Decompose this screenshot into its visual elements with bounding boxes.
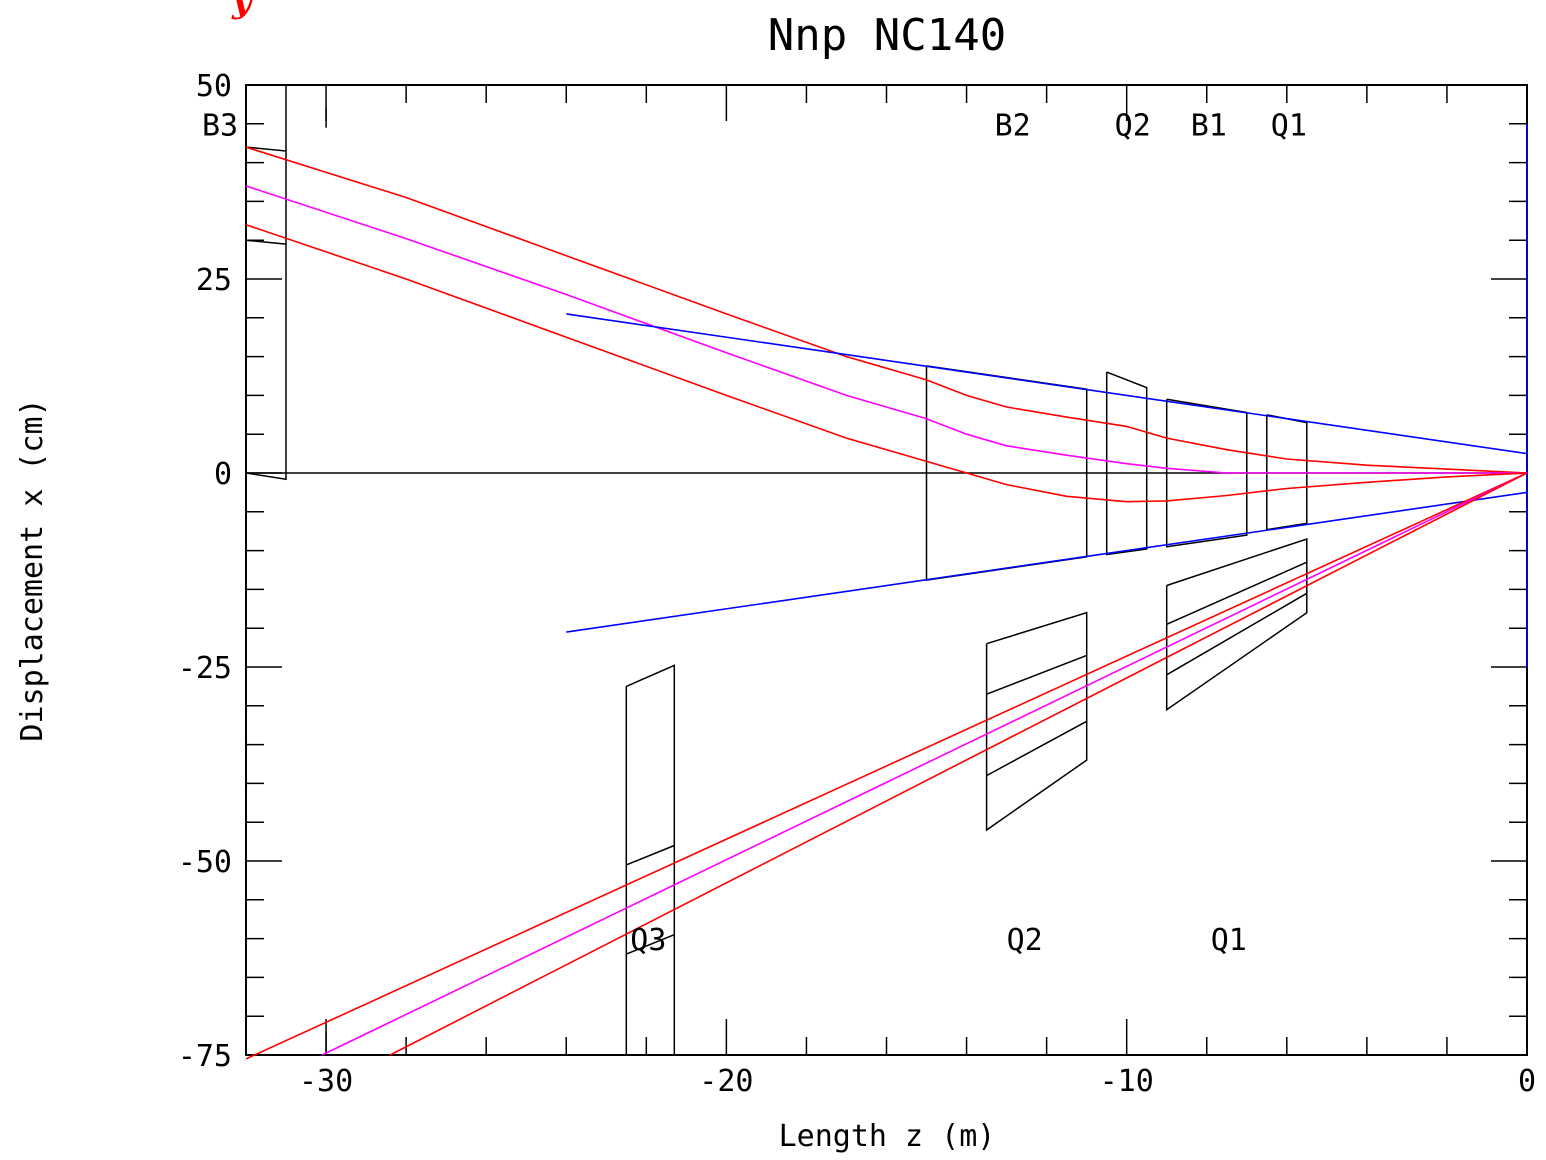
element-label: Q3: [630, 923, 666, 958]
element-label: Q2: [1115, 108, 1151, 143]
x-tick-label: -10: [1100, 1064, 1154, 1099]
element-outline: [1166, 592, 1308, 676]
x-tick-label: -30: [299, 1064, 353, 1099]
element-outline: [1105, 371, 1148, 556]
element-label: B2: [995, 108, 1031, 143]
element-outline: [245, 239, 287, 245]
y-tick-label: -75: [178, 1039, 232, 1074]
element-outline: [626, 934, 675, 955]
element-outline: [1166, 561, 1308, 625]
y-tick-label: 0: [214, 457, 232, 492]
element-outline: [625, 664, 676, 1056]
y-tick-label: -25: [178, 651, 232, 686]
element-outline: [626, 844, 675, 866]
ray-series-line: [566, 491, 1528, 633]
element-label: Q1: [1271, 108, 1307, 143]
ray-series-line: [566, 313, 1528, 455]
element-outline: [1165, 537, 1308, 712]
y-axis-label: Displacement x (cm): [15, 398, 50, 741]
element-outline: [1165, 398, 1248, 548]
element-label: B3: [202, 108, 238, 143]
x-tick-label: 0: [1518, 1064, 1536, 1099]
element-label: Q2: [1007, 923, 1043, 958]
chart-title: Nnp NC140: [768, 10, 1006, 61]
y-tick-label: 50: [196, 69, 232, 104]
x-tick-label: -20: [699, 1064, 753, 1099]
y-tick-label: -50: [178, 845, 232, 880]
element-outline: [986, 720, 1088, 777]
plot-area: -30 -20 -10 0 50 25 0 -25 -50 -75 B3 B2 Q2 B1 Q1 Q3 Q2 Q1: [178, 69, 1536, 1099]
element-outline: [1266, 414, 1308, 531]
ray-series-line: [321, 472, 1528, 1056]
ray-series-line: [245, 472, 1528, 1060]
element-label: Q1: [1211, 923, 1247, 958]
ray-series-line: [245, 223, 1528, 503]
ray-series-line: [245, 185, 1527, 474]
element-label: B1: [1191, 108, 1227, 143]
x-axis-label: Length z (m): [779, 1119, 996, 1154]
ray-series-line: [389, 472, 1528, 1056]
element-outline: [985, 611, 1088, 832]
ray-series-line: [245, 146, 1528, 474]
y-tick-label: 25: [196, 263, 232, 298]
plot-frame: [245, 84, 1528, 1056]
element-outline: [986, 654, 1087, 695]
corner-mark: y: [231, 0, 254, 21]
element-outline: [245, 146, 287, 481]
